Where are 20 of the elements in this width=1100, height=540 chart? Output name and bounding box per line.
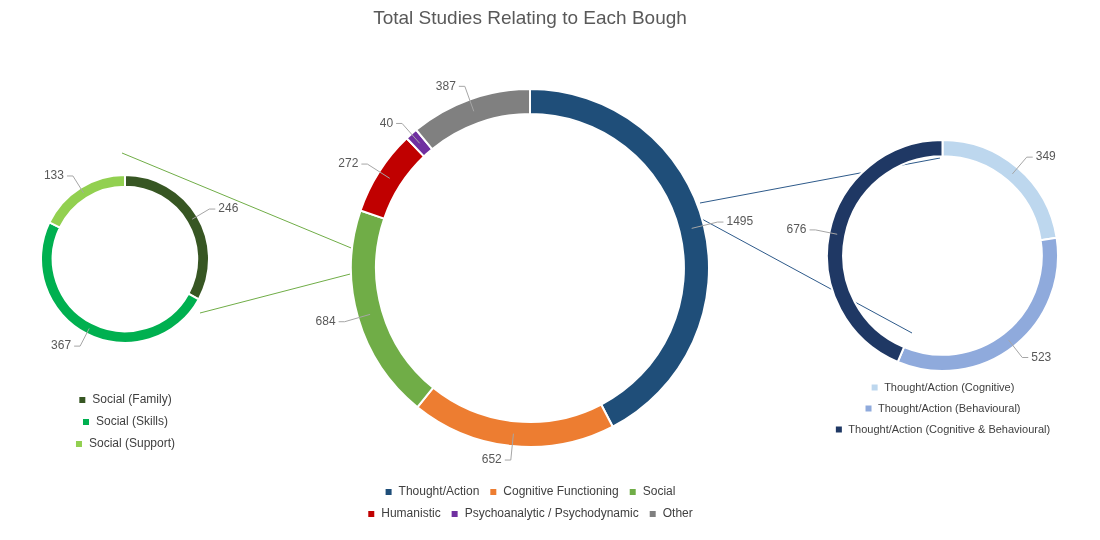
- data-label: 40: [379, 115, 394, 130]
- legend-label: Social (Skills): [95, 414, 169, 429]
- data-label: 349: [1035, 149, 1057, 164]
- legend-label: Other: [662, 506, 693, 521]
- legend-label: Thought/Action: [398, 484, 480, 499]
- legend-label: Social: [642, 484, 676, 499]
- legend-label: Thought/Action (Cognitive & Behavioural): [848, 422, 1051, 435]
- legend-label: Cognitive Functioning: [503, 484, 619, 499]
- legend-label: Social (Support): [88, 436, 176, 451]
- legend-label: Thought/Action (Behavioural): [878, 401, 1021, 414]
- data-label: 133: [43, 168, 65, 183]
- legend-label: Humanistic: [381, 506, 441, 521]
- legend-label: Thought/Action (Cognitive): [884, 380, 1015, 393]
- legend-label: Social (Family): [92, 392, 172, 407]
- legend-label: Psychoanalytic / Psychodynamic: [464, 506, 639, 521]
- chart-title: Total Studies Relating to Each Bough: [372, 6, 688, 30]
- data-label: 367: [51, 338, 72, 353]
- data-label: 652: [481, 452, 503, 467]
- data-label: 387: [435, 78, 457, 93]
- data-label: 523: [1031, 349, 1052, 364]
